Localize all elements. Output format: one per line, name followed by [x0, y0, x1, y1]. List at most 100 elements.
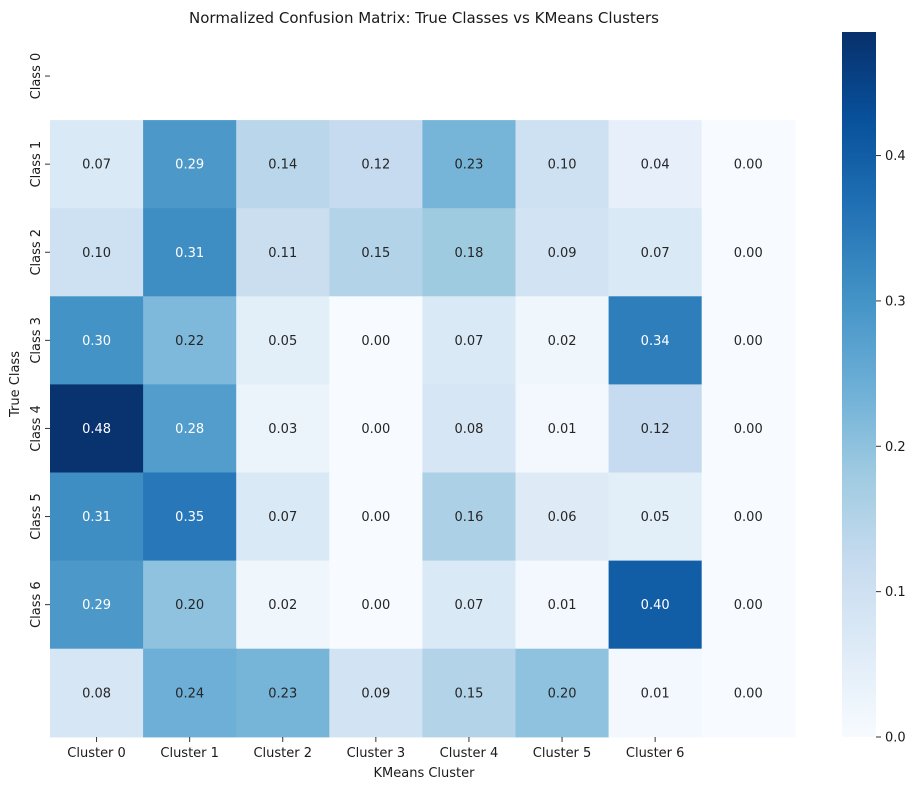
heatmap-cell [608, 120, 703, 209]
heatmap-cell [329, 384, 423, 474]
colorbar-tick-label: 0.1 [885, 585, 906, 600]
cell-value-label: 0.01 [548, 598, 577, 613]
heatmap-cell [329, 648, 423, 738]
colorbar [842, 32, 876, 737]
cell-value-label: 0.00 [734, 422, 763, 437]
heatmap-cell [50, 296, 144, 385]
heatmap-cell [143, 208, 237, 297]
x-tick-label: Cluster 0 [67, 746, 126, 761]
heatmap-cell [50, 560, 144, 650]
heatmap-cell [422, 384, 517, 474]
cell-value-label: 0.01 [548, 422, 577, 437]
heatmap-cell [608, 384, 703, 474]
cell-value-label: 0.34 [641, 334, 670, 349]
y-tick-label: Class 4 [29, 405, 44, 452]
colorbar-tick-label: 0.3 [885, 294, 906, 309]
cell-value-label: 0.31 [82, 510, 111, 525]
heatmap-cell [701, 472, 796, 562]
heatmap-cell [701, 120, 796, 209]
cell-value-label: 0.02 [548, 334, 577, 349]
heatmap-cell [608, 472, 703, 562]
heatmap-cell [50, 120, 144, 209]
x-axis-ticks: Cluster 0 Cluster 1 Cluster 2 Cluster 3 Clus… [67, 737, 684, 761]
cell-value-label: 0.01 [641, 686, 670, 701]
cell-value-label: 0.18 [454, 246, 483, 261]
heatmap-cell [515, 208, 610, 297]
heatmap-cell [608, 296, 703, 385]
x-tick-label: Cluster 6 [626, 746, 685, 761]
y-tick-label: Class 2 [29, 229, 44, 276]
cell-value-label: 0.23 [268, 686, 297, 701]
cell-value-label: 0.00 [734, 686, 763, 701]
heatmap-cell [422, 560, 517, 650]
heatmap-cell [701, 208, 796, 297]
cell-value-label: 0.14 [268, 158, 297, 173]
heatmap-cell [143, 472, 237, 562]
x-tick-label: Cluster 5 [533, 746, 592, 761]
cell-value-label: 0.00 [734, 246, 763, 261]
x-axis-label: KMeans Cluster [374, 766, 476, 781]
heatmap-cell [50, 384, 144, 474]
cell-value-label: 0.00 [734, 334, 763, 349]
cell-value-label: 0.07 [268, 510, 297, 525]
y-tick-label: Class 3 [29, 317, 44, 364]
heatmap-cell [422, 472, 517, 562]
cell-value-label: 0.07 [454, 334, 483, 349]
chart-title: Normalized Confusion Matrix: True Classe… [189, 9, 659, 27]
cell-value-label: 0.29 [82, 598, 111, 613]
x-tick-label: Cluster 2 [253, 746, 312, 761]
cell-value-label: 0.00 [361, 422, 390, 437]
cell-value-label: 0.16 [454, 510, 483, 525]
cell-value-label: 0.07 [641, 246, 670, 261]
heatmap-cell [608, 560, 703, 650]
heatmap-cell [701, 648, 796, 738]
heatmap-cell [236, 120, 330, 209]
heatmap-cell [701, 560, 796, 650]
heatmap-cell [515, 120, 610, 209]
cell-value-label: 0.20 [175, 598, 204, 613]
cell-value-label: 0.20 [548, 686, 577, 701]
cell-value-label: 0.30 [82, 334, 111, 349]
heatmap-cell [329, 472, 423, 562]
y-tick-label: Class 6 [29, 581, 44, 628]
cell-value-label: 0.40 [641, 598, 670, 613]
cell-value-label: 0.00 [361, 334, 390, 349]
y-tick-label: Class 0 [29, 53, 44, 100]
cell-value-label: 0.00 [734, 510, 763, 525]
cell-value-label: 0.24 [175, 686, 204, 701]
cell-value-label: 0.28 [175, 422, 204, 437]
heatmap-cell [515, 648, 610, 738]
cell-value-label: 0.12 [361, 158, 390, 173]
heatmap-cell [329, 296, 423, 385]
cell-value-label: 0.09 [548, 246, 577, 261]
cell-value-label: 0.00 [734, 158, 763, 173]
x-tick-label: Cluster 1 [160, 746, 219, 761]
cell-value-label: 0.00 [734, 598, 763, 613]
y-tick-label: Class 5 [29, 493, 44, 540]
cell-value-label: 0.07 [82, 158, 111, 173]
cell-value-label: 0.00 [361, 598, 390, 613]
heatmap-cell [143, 648, 237, 738]
cell-value-label: 0.23 [454, 158, 483, 173]
heatmap-cell [701, 296, 796, 385]
cell-value-label: 0.22 [175, 334, 204, 349]
cell-value-label: 0.48 [82, 422, 111, 437]
cell-value-label: 0.07 [454, 598, 483, 613]
cell-value-label: 0.05 [268, 334, 297, 349]
heatmap-cell [422, 120, 517, 209]
colorbar-ticks: 0.0 0.1 0.2 0.3 0.4 [876, 149, 906, 746]
heatmap-cell [143, 296, 237, 385]
heatmap-cell [143, 560, 237, 650]
colorbar-tick-label: 0.0 [885, 731, 906, 746]
colorbar-tick-label: 0.4 [885, 149, 906, 164]
cell-value-label: 0.00 [361, 510, 390, 525]
cell-value-label: 0.08 [454, 422, 483, 437]
x-tick-label: Cluster 3 [347, 746, 406, 761]
cell-value-label: 0.03 [268, 422, 297, 437]
cell-value-label: 0.05 [641, 510, 670, 525]
cell-value-label: 0.06 [548, 510, 577, 525]
cell-value-label: 0.15 [454, 686, 483, 701]
cell-value-label: 0.29 [175, 158, 204, 173]
heatmap-cell [143, 120, 237, 209]
